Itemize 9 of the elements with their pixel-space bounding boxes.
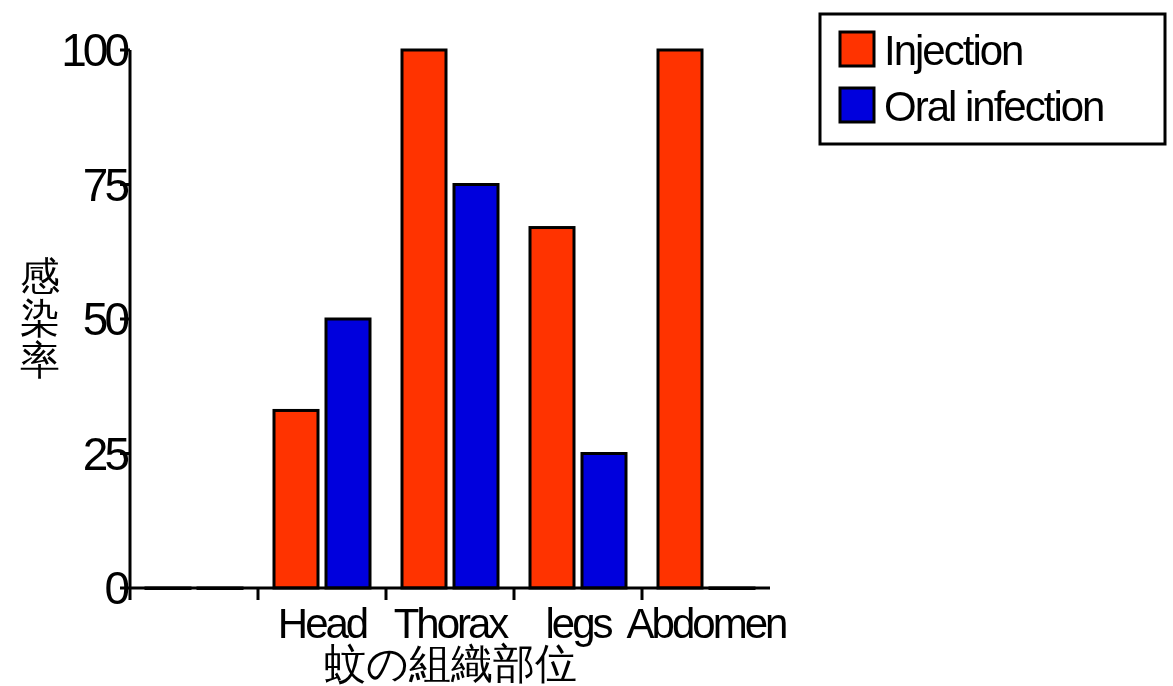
y-tick-label: 75	[82, 158, 129, 211]
y-tick-label: 50	[82, 293, 129, 345]
x-tick-label: Abdomen	[626, 600, 787, 647]
legend-label: Oral infection	[884, 83, 1104, 130]
legend-label: Injection	[884, 27, 1023, 74]
y-tick-label: 0	[104, 562, 129, 614]
y-tick-label: 100	[61, 24, 129, 76]
y-tick-label: 25	[82, 427, 129, 480]
y-axis-title: 感染率	[20, 254, 60, 382]
